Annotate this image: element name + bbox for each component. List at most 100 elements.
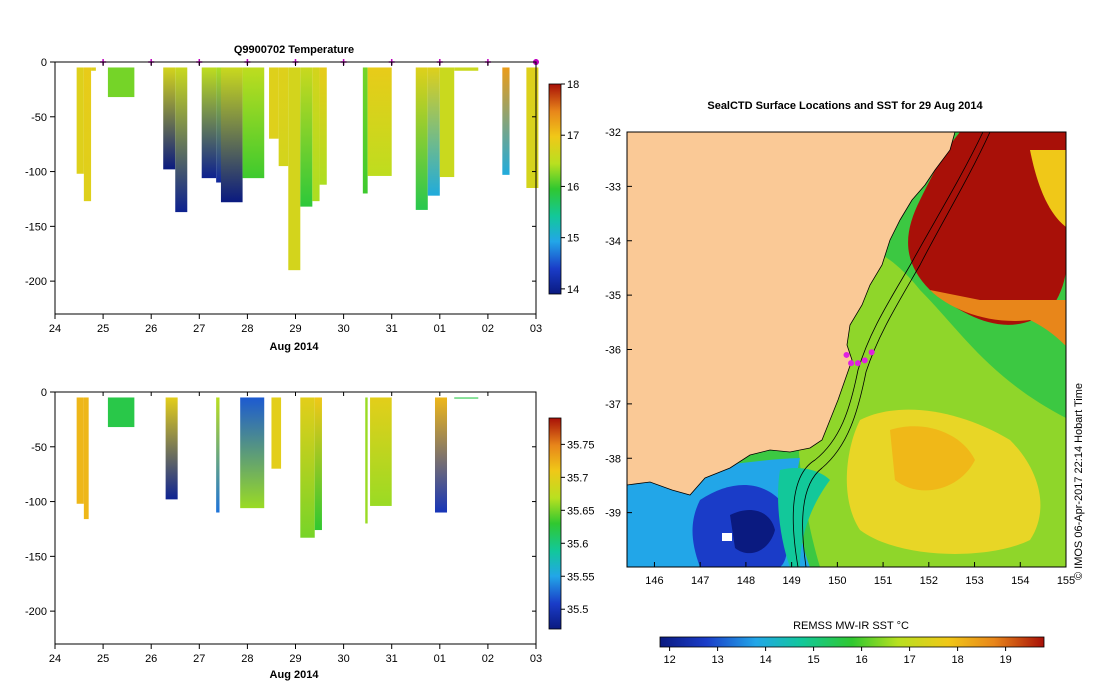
- sst-patch-front: [930, 290, 1066, 347]
- salinity-profiles: [76, 397, 479, 538]
- seal-location-dot: [868, 349, 875, 356]
- profile-column: [288, 67, 301, 271]
- profile-column: [175, 67, 188, 213]
- salinity-section-plot: 24 25 26 27 28 29 30 31 01 02 03 0-50-100-150-200 …: [25, 387, 595, 681]
- australia-landmass: [627, 132, 956, 496]
- profile-column: [107, 67, 135, 98]
- salinity-plot-frame: [54, 391, 537, 645]
- longitude-tick-label: 152: [920, 575, 938, 587]
- latitude-tick-label: -32: [605, 127, 621, 139]
- sst-patch-offshore: [1030, 150, 1066, 228]
- x-tick-label: 24: [49, 653, 61, 665]
- seal-location-dot: [843, 351, 850, 358]
- map-plot-area: [627, 132, 1066, 567]
- x-tick-label: 27: [193, 653, 205, 665]
- profile-column: [454, 397, 479, 399]
- colorbar-tick-label: 14: [567, 284, 579, 296]
- x-tick-label: 03: [530, 653, 542, 665]
- profile-column: [427, 67, 440, 196]
- profile-column: [278, 67, 289, 167]
- latitude-tick-label: -39: [605, 508, 621, 520]
- latitude-tick-label: -33: [605, 181, 621, 193]
- profile-column: [362, 67, 368, 194]
- missing-data-pixel: [722, 533, 732, 541]
- longitude-tick-label: 146: [645, 575, 663, 587]
- temperature-plot-title: Q9900702 Temperature: [234, 44, 354, 56]
- profile-column: [312, 67, 320, 202]
- seal-location-dot: [854, 360, 861, 367]
- sst-colorbar-tick-label: 17: [903, 654, 915, 666]
- colorbar-tick-label: 35.75: [567, 439, 595, 451]
- y-tick-label: 0: [41, 57, 47, 69]
- y-tick-label: -50: [31, 442, 47, 454]
- x-tick-label: 25: [97, 653, 109, 665]
- profile-column: [439, 67, 455, 178]
- seal-location-dot: [848, 360, 855, 367]
- longitude-tick-label: 150: [828, 575, 846, 587]
- temperature-y-ticks: 0 -50 -100 -150 -200: [25, 57, 536, 288]
- sst-colorbar-tick-label: 14: [759, 654, 771, 666]
- latitude-tick-label: -38: [605, 453, 621, 465]
- isobath-200m: [792, 132, 984, 567]
- y-tick-label: -200: [25, 276, 47, 288]
- sst-patch-orange: [890, 426, 975, 491]
- profile-column: [216, 397, 220, 513]
- x-tick-label: 28: [241, 653, 253, 665]
- x-tick-label: 26: [145, 323, 157, 335]
- x-tick-label: 31: [386, 653, 398, 665]
- seal-locations: [843, 349, 875, 367]
- profile-column: [502, 67, 510, 175]
- colorbar-tick-label: 18: [567, 79, 579, 91]
- longitude-tick-label: 151: [874, 575, 892, 587]
- x-tick-label: 01: [434, 653, 446, 665]
- salinity-y-ticks: 0 -50 -100 -150 -200: [25, 387, 536, 618]
- longitude-tick-label: 155: [1057, 575, 1075, 587]
- sst-colorbar-ticks: 12 13 14 15 16 17 18 19: [663, 647, 1012, 666]
- sst-colorbar-tick-label: 13: [711, 654, 723, 666]
- copyright-note: © IMOS 06-Apr-2017 22:14 Hobart Time: [1073, 383, 1085, 580]
- profile-column: [269, 67, 279, 139]
- profile-column: [454, 67, 479, 71]
- x-tick-label: 28: [241, 323, 253, 335]
- longitude-tick-label: 148: [737, 575, 755, 587]
- profile-column: [300, 397, 315, 538]
- salinity-x-ticks: 24 25 26 27 28 29 30 31 01 02 03: [49, 392, 542, 665]
- profile-column: [201, 67, 217, 179]
- longitude-tick-label: 154: [1011, 575, 1029, 587]
- temperature-colorbar-ticks: 18 17 16 15 14: [561, 79, 579, 296]
- colorbar-tick-label: 35.7: [567, 472, 588, 484]
- x-tick-label: 02: [482, 323, 494, 335]
- x-tick-label: 27: [193, 323, 205, 335]
- x-tick-label: 24: [49, 323, 61, 335]
- colorbar-tick-label: 35.65: [567, 505, 595, 517]
- profile-column: [314, 397, 322, 531]
- isobath-1000m: [802, 132, 991, 567]
- latitude-tick-label: -36: [605, 345, 621, 357]
- latitude-tick-label: -34: [605, 236, 621, 248]
- profile-column: [240, 397, 265, 509]
- profile-column: [76, 397, 84, 504]
- x-tick-label: 30: [337, 653, 349, 665]
- temperature-profiles: [76, 67, 539, 271]
- profile-column: [370, 397, 392, 506]
- latitude-tick-label: -35: [605, 290, 621, 302]
- latitude-tick-label: -37: [605, 399, 621, 411]
- profile-column: [300, 67, 313, 207]
- y-tick-label: -150: [25, 221, 47, 233]
- profile-column: [319, 67, 327, 185]
- longitude-tick-label: 153: [965, 575, 983, 587]
- profile-column: [83, 67, 92, 202]
- profile-column: [91, 67, 96, 71]
- salinity-colorbar-ticks: 35.75 35.7 35.65 35.6 35.55 35.5: [561, 439, 595, 616]
- profile-column: [220, 67, 243, 203]
- profile-column: [83, 397, 89, 520]
- profile-column: [76, 67, 84, 174]
- colorbar-tick-label: 35.5: [567, 604, 588, 616]
- profile-column: [526, 67, 539, 188]
- sst-patch-shelf: [778, 468, 830, 567]
- sst-colorbar-tick-label: 15: [807, 654, 819, 666]
- x-tick-label: 26: [145, 653, 157, 665]
- x-tick-label: 29: [289, 323, 301, 335]
- map-title: SealCTD Surface Locations and SST for 29…: [707, 100, 983, 112]
- temperature-section-plot: Q9900702 Temperature 24 25 26 27 28 29 30 31 01 0…: [25, 44, 579, 353]
